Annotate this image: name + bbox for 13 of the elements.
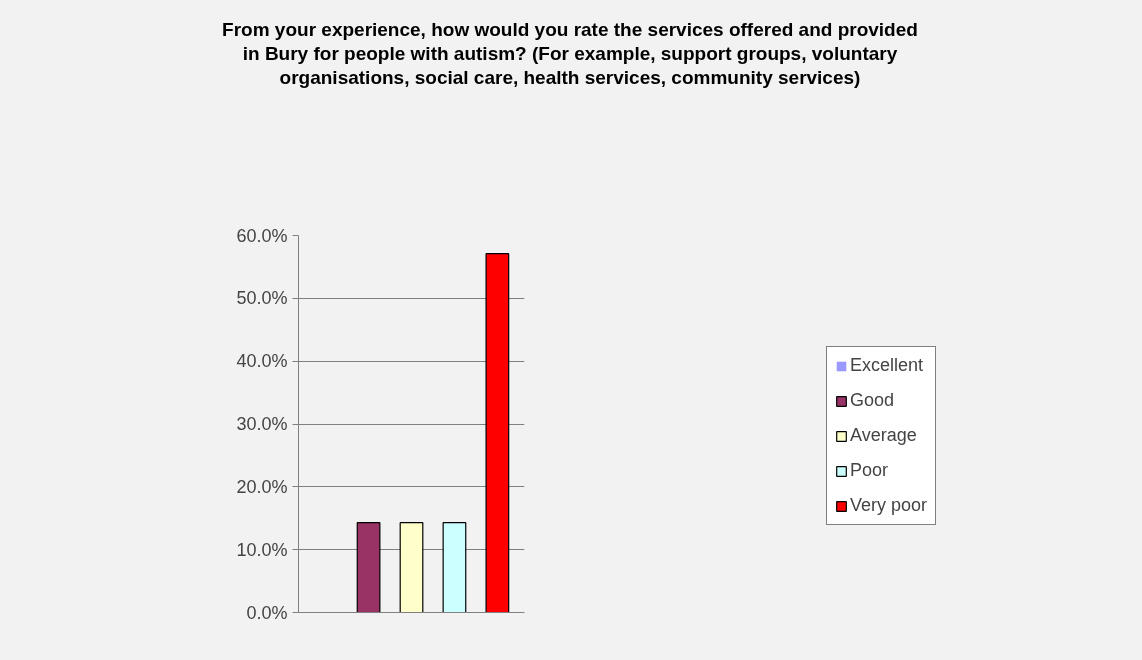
y-tick-label: 60.0% [236,225,288,246]
y-tick-label: 20.0% [236,476,288,497]
legend-label: Average [850,425,917,446]
legend-label: Poor [850,460,889,481]
y-tick-label: 0.0% [246,602,288,623]
y-tick-label: 40.0% [236,351,288,372]
legend-label: Good [850,390,895,411]
legend-label: Very poor [850,495,928,516]
legend-label: Excellent [850,355,924,376]
y-tick-label: 30.0% [236,414,288,434]
y-tick-label: 10.0% [236,539,288,560]
text: From your experience, how would you rate the services offered and provided in Bury for people with autism? (For example, support groups, voluntary organisations, social care, health services, community services) [221,18,919,90]
y-tick-label: 50.0% [236,288,288,309]
